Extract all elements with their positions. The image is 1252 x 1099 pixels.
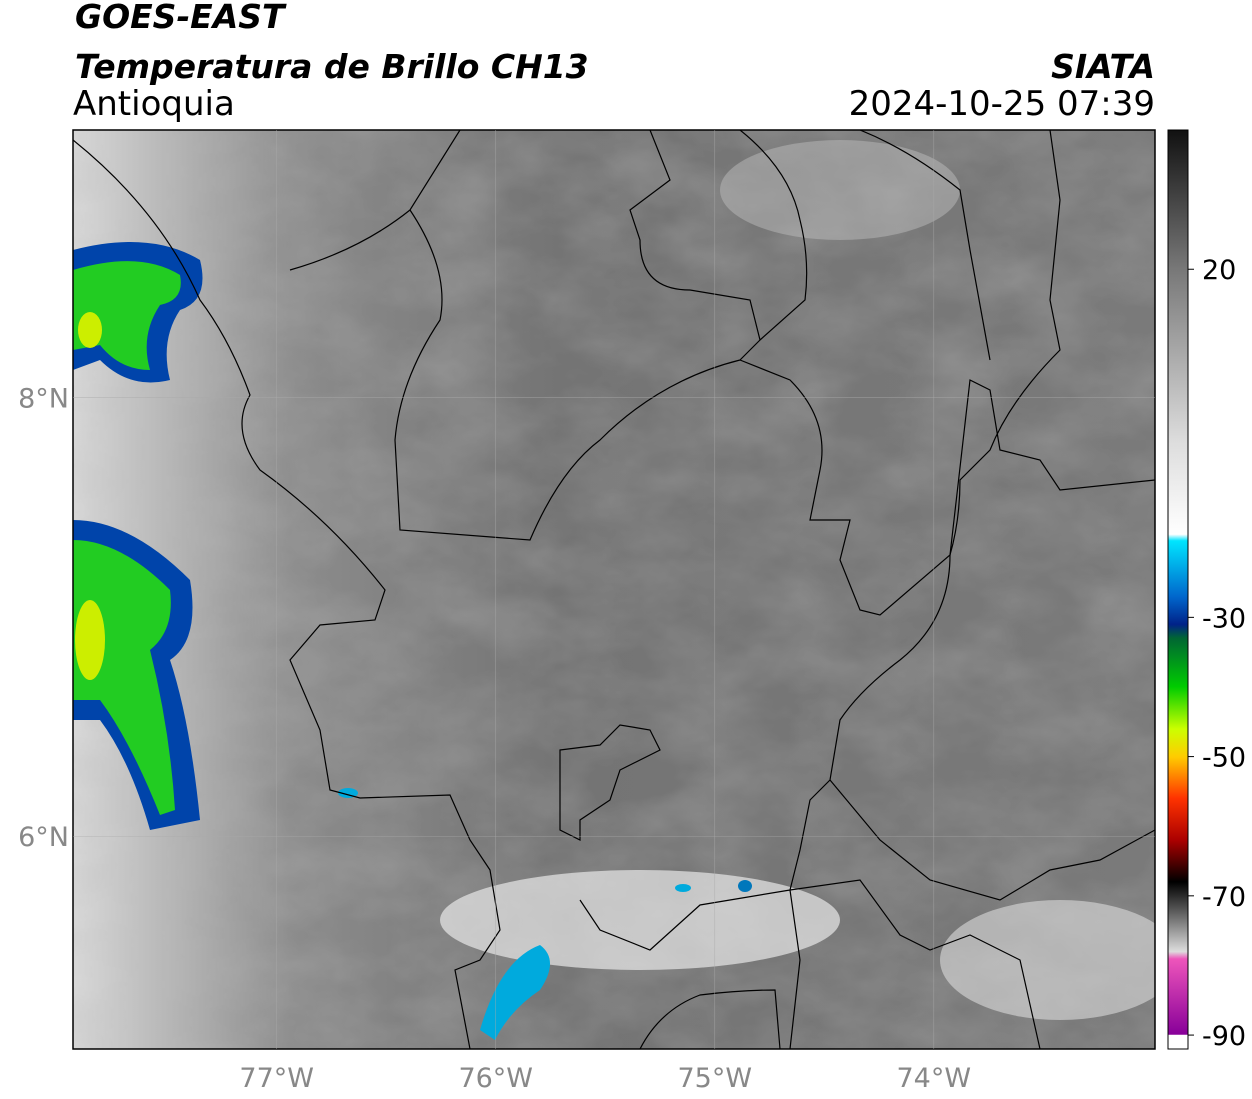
colorbar-tick-label: -30 bbox=[1202, 603, 1246, 634]
lon-tick-label: 77°W bbox=[239, 1063, 314, 1094]
map-frame bbox=[72, 129, 1156, 1050]
colorbar-tick-label: 20 bbox=[1202, 255, 1236, 286]
timestamp: 2024-10-25 07:39 bbox=[849, 84, 1155, 124]
lon-tick-label: 76°W bbox=[458, 1063, 533, 1094]
subtitle: Temperatura de Brillo CH13 bbox=[75, 47, 589, 86]
colorbar-tick-label: -70 bbox=[1202, 882, 1246, 913]
lat-tick-label: 8°N bbox=[18, 384, 69, 415]
colorbar-tick-label: -50 bbox=[1202, 743, 1246, 774]
colorbar bbox=[1167, 129, 1189, 1050]
source: SIATA bbox=[1051, 47, 1155, 86]
boundaries bbox=[73, 130, 1155, 1049]
lon-tick-label: 74°W bbox=[897, 1063, 972, 1094]
colorbar-tick-label: -90 bbox=[1202, 1021, 1246, 1052]
title: GOES-EAST bbox=[75, 0, 287, 36]
cold-clouds bbox=[73, 242, 752, 1040]
map-image bbox=[73, 130, 1155, 1049]
region: Antioquia bbox=[73, 84, 235, 124]
lon-tick-label: 75°W bbox=[677, 1063, 752, 1094]
lat-tick-label: 6°N bbox=[18, 822, 69, 853]
